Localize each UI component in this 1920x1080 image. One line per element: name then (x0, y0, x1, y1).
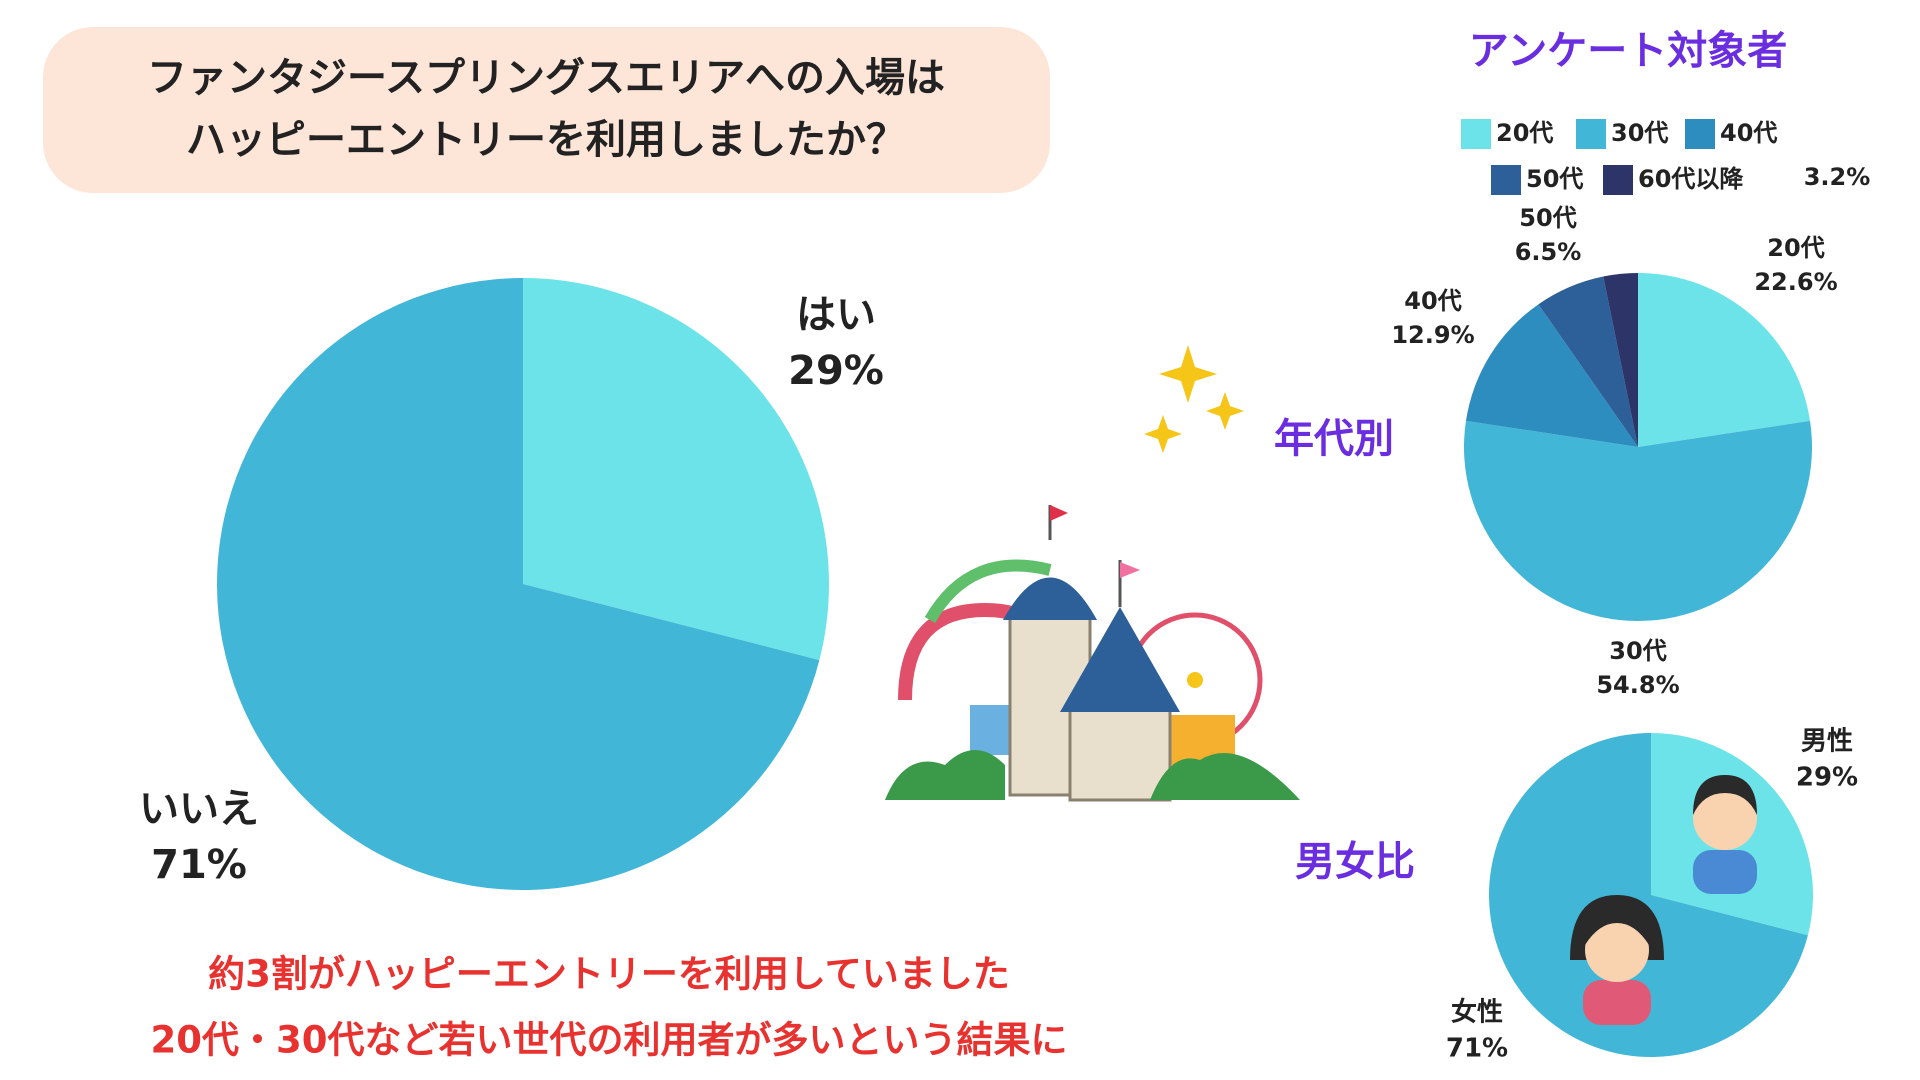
slice-value-label: 29% (788, 348, 884, 394)
title-line: ハッピーエントリーを利用しましたか？ (186, 117, 906, 163)
pie-slice (1489, 733, 1808, 1058)
slice-value-label: 6.5% (1515, 238, 1582, 266)
pie-slice (1603, 273, 1638, 447)
slice-value-label: 22.6% (1754, 268, 1837, 296)
slice-value-label: 71% (1446, 1034, 1508, 1064)
legend-label: 40代 (1720, 119, 1777, 147)
slice-category-label: 40代 (1404, 287, 1461, 315)
title-box (43, 27, 1050, 193)
chart-title: 年代別 (1274, 416, 1394, 462)
conclusion-line: 20代・30代など若い世代の利用者が多いという結果に (151, 1019, 1068, 1062)
pie-slice (1465, 304, 1638, 447)
legend-swatch (1461, 119, 1491, 149)
legend-swatch (1491, 165, 1521, 195)
slice-category-label: 女性 (1451, 996, 1503, 1027)
legend-label: 30代 (1611, 119, 1668, 147)
slice-category-label: 30代 (1609, 637, 1666, 665)
legend-label: 50代 (1526, 165, 1583, 193)
slice-value-label: 12.9% (1391, 321, 1474, 349)
pie-slice (1464, 420, 1812, 621)
slice-value-label: 3.2% (1804, 163, 1871, 191)
slice-value-label: 29% (1796, 763, 1858, 793)
pie-slice (1538, 276, 1638, 447)
title-line: ファンタジースプリングスエリアへの入場は (147, 55, 945, 101)
pie-slice (523, 278, 829, 661)
slice-category-label: 男性 (1801, 726, 1853, 756)
slice-category-label: 20代 (1767, 234, 1824, 262)
pie-slice (1638, 273, 1811, 447)
conclusion-line: 約3割がハッピーエントリーを利用していました (208, 953, 1010, 996)
sparkles (1144, 345, 1244, 453)
slice-category-label: 50代 (1519, 204, 1576, 232)
legend-label: 20代 (1496, 119, 1553, 147)
slice-value-label: 71% (151, 842, 247, 888)
slice-value-label: 54.8% (1596, 671, 1679, 699)
legend-label: 60代以降 (1638, 165, 1744, 193)
slice-category-label: はい (796, 292, 876, 338)
legend-title: アンケート対象者 (1469, 28, 1787, 74)
legend-swatch (1603, 165, 1633, 195)
pie-slice (217, 278, 820, 890)
castle-illustration (885, 505, 1300, 802)
slice-category-label: いいえ (139, 786, 259, 832)
legend-swatch (1576, 119, 1606, 149)
boy-illustration (1693, 775, 1757, 894)
legend-swatch (1685, 119, 1715, 149)
chart-title: 男女比 (1295, 839, 1415, 885)
girl-illustration (1570, 895, 1664, 1025)
